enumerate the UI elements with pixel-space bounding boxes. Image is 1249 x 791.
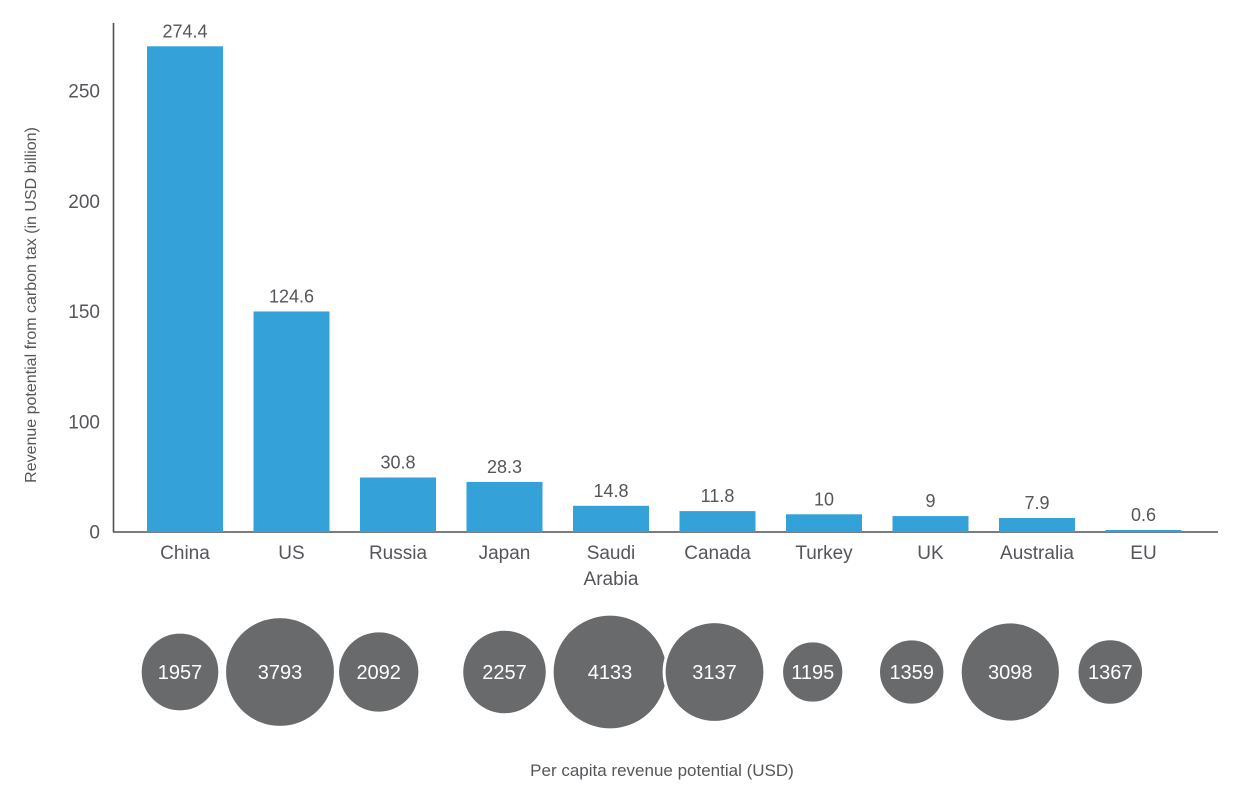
category-label-eu: EU [1130, 543, 1156, 564]
y-tick-label-250: 250 [68, 82, 100, 103]
bar-value-label-saudi-arabia: 14.8 [593, 481, 628, 501]
bubble-us [223, 615, 337, 729]
bubble-value-label-canada: 3137 [692, 662, 737, 684]
category-label-australia: Australia [1000, 543, 1074, 564]
bar-value-label-us: 124.6 [269, 286, 314, 306]
y-tick-label-150: 150 [68, 302, 100, 323]
bubble-japan [460, 627, 549, 717]
category-label-saudi-arabia: Saudi [587, 543, 636, 564]
bubble-value-label-saudi-arabia: 4133 [588, 662, 633, 684]
bar-value-label-eu: 0.6 [1131, 505, 1156, 525]
bubble-caption: Per capita revenue potential (USD) [530, 761, 794, 780]
bar-canada [679, 511, 756, 532]
bar-value-label-russia: 30.8 [380, 452, 415, 472]
bar-russia [360, 477, 436, 532]
bar-china [147, 46, 223, 532]
category-label-russia: Russia [369, 543, 428, 564]
y-tick-label-100: 100 [68, 412, 100, 433]
bubble-value-label-australia: 3098 [988, 662, 1033, 684]
y-axis-tick-labels: 0 100 150 200 250 [68, 82, 100, 544]
bubble-china [138, 630, 222, 714]
bar-series: 274.4 124.6 30.8 28.3 14.8 11.8 10 9 7.9 0.6 [147, 21, 1182, 532]
bar-uk [892, 516, 969, 532]
bar-australia [999, 518, 1075, 532]
category-label-canada: Canada [684, 543, 751, 564]
bubble-value-label-china: 1957 [158, 662, 203, 684]
bubble-series: 1957 3793 2092 2257 4133 3137 1195 1359 3098 1367 [138, 612, 1146, 732]
category-label-us: US [278, 543, 304, 564]
category-label-uk: UK [917, 543, 944, 564]
bubble-uk [877, 637, 947, 707]
bubble-russia [336, 629, 422, 715]
bar-value-label-australia: 7.9 [1024, 493, 1049, 513]
category-label-turkey: Turkey [795, 543, 853, 564]
bar-japan [466, 481, 543, 532]
y-tick-label-200: 200 [68, 192, 100, 213]
y-axis-title: Revenue potential from carbon tax (in US… [23, 127, 40, 483]
category-label-china: China [160, 543, 210, 564]
bubble-eu [1075, 637, 1146, 707]
bubble-value-label-uk: 1359 [889, 662, 934, 684]
bar-value-label-china: 274.4 [162, 21, 207, 41]
bubble-value-label-turkey: 1195 [791, 662, 834, 684]
bar-value-label-japan: 28.3 [487, 457, 522, 477]
category-label-saudi-arabia-line2: Arabia [584, 569, 639, 590]
bubble-value-label-russia: 2092 [356, 662, 401, 684]
bar-value-label-uk: 9 [925, 491, 935, 511]
category-label-japan: Japan [479, 543, 531, 564]
bubble-australia [958, 620, 1062, 724]
bar-value-label-canada: 11.8 [701, 486, 735, 506]
bar-eu [1105, 530, 1182, 532]
y-tick-label-0: 0 [89, 523, 100, 544]
category-labels: China US Russia Japan Saudi Arabia Canada Turke… [160, 543, 1157, 590]
bar-turkey [786, 514, 862, 532]
bar-us [253, 311, 330, 532]
bar-saudi-arabia [573, 505, 649, 532]
bar-value-label-turkey: 10 [814, 489, 834, 509]
bubble-value-label-us: 3793 [258, 662, 303, 684]
bubble-canada [662, 620, 767, 724]
bubble-value-label-eu: 1367 [1088, 662, 1133, 684]
bubble-turkey [780, 639, 846, 705]
bubble-value-label-japan: 2257 [482, 662, 527, 684]
